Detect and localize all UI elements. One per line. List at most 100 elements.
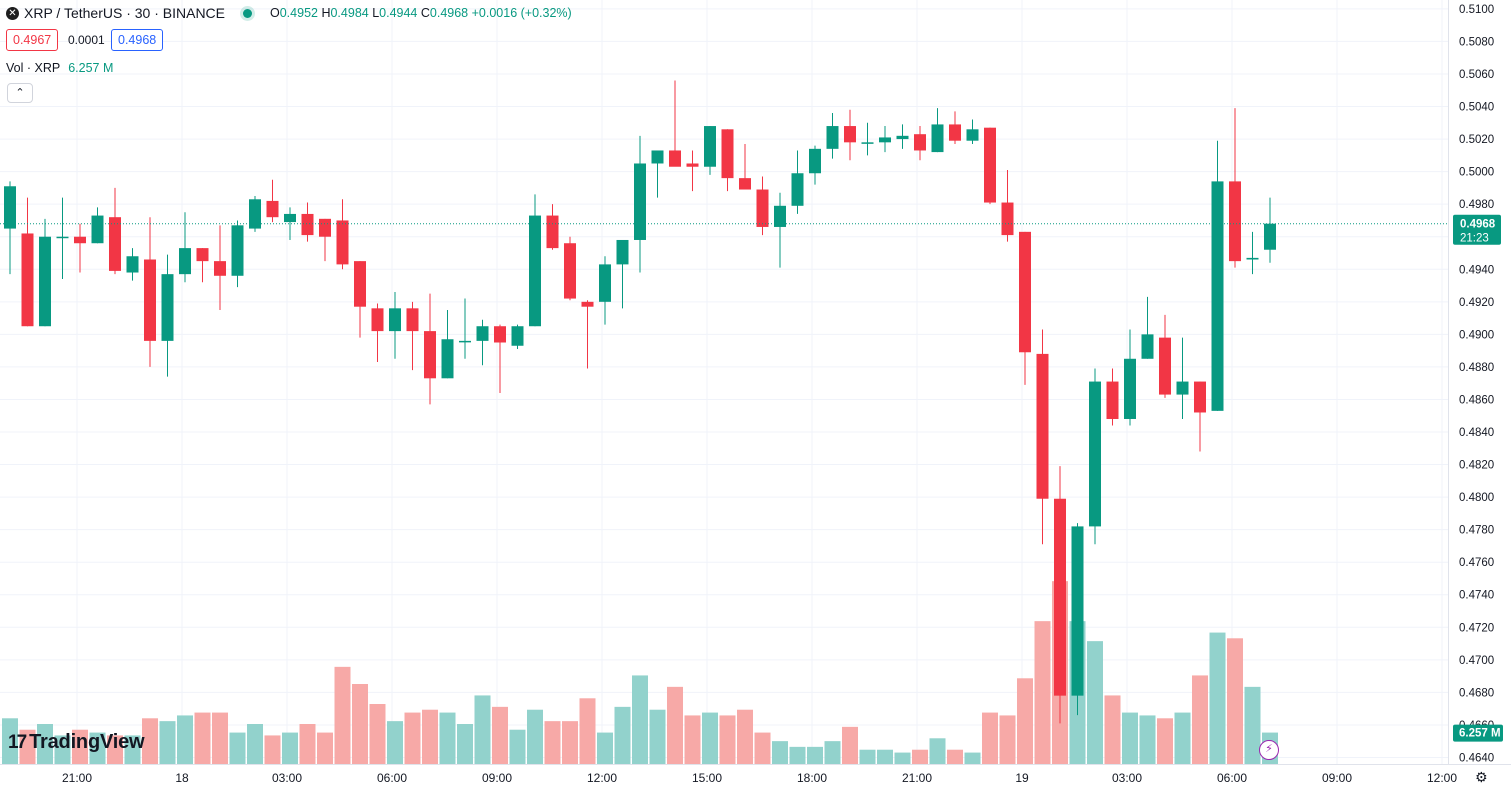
candle [301,202,314,242]
candle-body [984,127,996,203]
candle-body [1159,337,1171,395]
candle-body [1229,181,1241,262]
bar-countdown-label: 21:23 [1460,233,1489,245]
time-axis[interactable]: 21:00 18 03:00 06:00 09:00 12:00 15:00 18:00 21:… [62,771,1457,785]
candle [809,145,821,185]
x-logo-icon: ✕ [6,6,19,20]
candle [74,223,86,273]
candle-body [126,256,139,273]
time-tick-label: 21:00 [902,771,932,785]
candle [1124,329,1136,426]
volume-legend-label: Vol · XRP [6,61,61,75]
candle [1106,368,1119,426]
candle [861,122,874,156]
candle [616,239,629,309]
volume-bar [509,729,526,764]
candle-body [284,213,296,223]
sell-price-button[interactable]: 0.4967 [6,29,59,51]
candle-body [844,126,856,143]
volume-bar [1139,715,1156,764]
candle [896,124,909,149]
candles[interactable] [4,80,1276,724]
price-tick-label: 0.5060 [1459,69,1494,81]
candle [1194,381,1206,452]
candle [1141,296,1154,359]
candle [1229,108,1241,268]
volume-bar [194,712,211,764]
tradingview-wordmark: TradingView [29,731,145,753]
current-price-tag [1453,214,1501,245]
volume-legend[interactable]: Vol · XRP 6.257 M [6,61,113,75]
candle [126,248,139,281]
candle-body [564,243,576,299]
volume-bar [2,718,18,764]
candle [1019,231,1031,385]
ohlc-values: O0.4952 H0.4984 L0.4944 C0.4968 +0.0016 … [270,6,572,20]
volume-bar [299,724,316,764]
current-price-markers: 0.4968 21:23 6.257 M [1453,214,1503,742]
volume-bar [282,732,298,764]
tradingview-logo[interactable]: 17 TradingView [8,731,145,754]
time-tick-label: 15:00 [692,771,722,785]
candle-body [791,173,804,206]
candle-body [651,150,664,164]
candle [424,293,436,405]
volume-bar [1244,686,1261,764]
candle-body [774,205,786,227]
candle [581,300,594,369]
volume-legend-value: 6.257 M [68,61,114,75]
lightning-icon[interactable]: ⚡ [1259,740,1279,760]
candle-body [424,331,436,379]
candle-body [1211,181,1224,411]
candle [284,207,296,240]
candle [371,303,384,363]
candle-body [529,215,541,327]
volume-bar [737,709,753,764]
candle [1211,140,1224,411]
time-tick-label: 18 [175,771,189,785]
time-tick-label: 03:00 [1112,771,1142,785]
symbol-title[interactable]: XRP / TetherUS · 30 · BINANCE [24,5,225,21]
candle [406,301,419,371]
candle [546,204,559,250]
candle-body [494,326,506,343]
volume-bar [54,735,71,764]
candle-body [1019,231,1031,353]
candle-body [1071,526,1084,696]
current-price-label: 0.4968 [1460,219,1496,231]
price-tick-label: 0.4740 [1459,590,1494,602]
candle [459,298,471,359]
volume-bar [457,724,473,764]
candle [336,199,349,270]
candle [249,196,261,232]
candle [984,127,996,205]
volume-bar [317,732,333,764]
collapse-legend-button[interactable]: ⌃ [7,83,33,103]
price-tick-label: 0.4860 [1459,394,1494,406]
candle-body [861,142,874,144]
candle-body [1036,353,1049,499]
price-tick-label: 0.4680 [1459,687,1494,699]
candle-body [389,308,401,332]
candle-body [546,215,559,249]
volume-bar [632,675,648,764]
volume-bar [334,666,351,764]
candle-body [914,134,926,151]
buy-price-button[interactable]: 0.4968 [111,29,164,51]
volume-bar [247,724,263,764]
price-axis[interactable]: 0.5100 0.5080 0.5060 0.5040 0.5020 0.5000 0.49… [1459,4,1494,765]
gear-icon[interactable]: ⚙ [1475,769,1488,785]
candle [879,126,891,153]
volume-bar [19,729,36,764]
volume-bar [352,684,368,764]
volume-bar [1174,712,1191,764]
candle-body [1106,381,1119,419]
volume-bar [912,749,928,764]
volume-bar [684,715,701,764]
candle [739,143,751,190]
volume-bar [982,712,998,764]
candle [931,108,944,153]
candle [161,254,174,377]
volume-bar [142,718,158,764]
